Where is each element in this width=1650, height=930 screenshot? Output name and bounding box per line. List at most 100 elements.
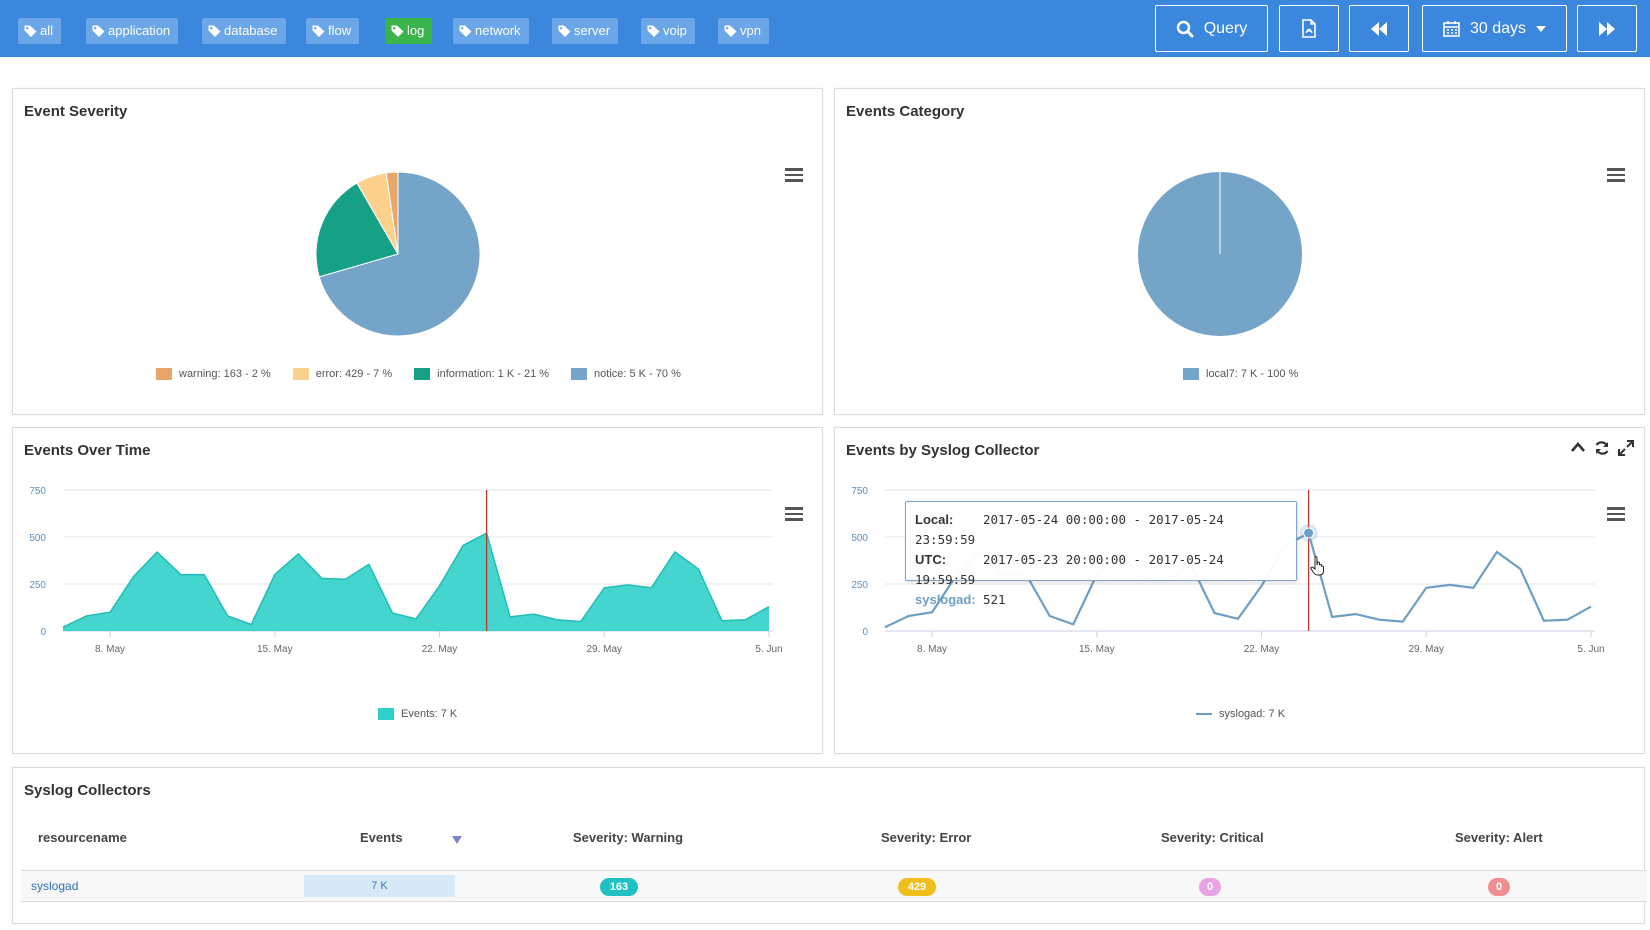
column-header-error[interactable]: Severity: Error: [881, 830, 972, 845]
search-icon: [1176, 20, 1194, 37]
table-row: syslogad 7 K 163 429 0 0: [21, 870, 1647, 902]
column-header-critical[interactable]: Severity: Critical: [1161, 830, 1264, 845]
tag-label: database: [224, 23, 278, 38]
tag-filter-database[interactable]: database: [202, 18, 286, 44]
legend-label: error: 429 - 7 %: [315, 368, 393, 380]
tag-filter-server[interactable]: server: [552, 18, 619, 44]
x-tick-label: 22. May: [422, 644, 458, 655]
panel-controls: [1570, 440, 1634, 456]
events-over-time-panel: Events Over Time 0 250 500 750 8. May 15. May…: [12, 427, 823, 754]
alert-count-badge: 0: [1488, 878, 1510, 896]
tooltip-local-label: Local:: [915, 512, 954, 527]
category-legend: local7: 7 K - 100 %: [1183, 368, 1298, 380]
refresh-icon[interactable]: [1594, 440, 1610, 456]
tag-label: server: [574, 23, 611, 38]
tag-icon: [208, 25, 221, 37]
legend-swatch: [1196, 713, 1212, 715]
collapse-icon[interactable]: [1570, 440, 1586, 454]
tooltip-series-label: syslogad:: [915, 592, 976, 607]
tag-label: flow: [328, 23, 352, 38]
export-pdf-button[interactable]: [1279, 5, 1339, 52]
legend-swatch: [414, 368, 431, 380]
column-header-alert[interactable]: Severity: Alert: [1455, 830, 1543, 845]
column-header-events[interactable]: Events: [360, 830, 403, 845]
legend-label: local7: 7 K - 100 %: [1206, 368, 1299, 380]
previous-period-button[interactable]: [1349, 5, 1409, 52]
x-tick-label: 15. May: [257, 644, 293, 655]
expand-icon[interactable]: [1618, 440, 1634, 456]
series-area-events[interactable]: [63, 533, 769, 631]
y-tick-label: 500: [851, 533, 868, 544]
tag-label: network: [475, 23, 521, 38]
x-tick-label: 8. May: [917, 644, 947, 655]
sort-desc-icon[interactable]: [452, 836, 462, 844]
event-severity-title: Event Severity: [24, 103, 128, 120]
highlighted-point[interactable]: [1303, 527, 1315, 539]
x-tick-label: 8. May: [95, 644, 125, 655]
legend-swatch: [571, 368, 588, 380]
query-button-label: Query: [1203, 19, 1248, 37]
y-tick-label: 250: [851, 580, 868, 591]
tag-label: voip: [663, 23, 687, 38]
query-button[interactable]: Query: [1155, 5, 1268, 52]
column-header-resourcename[interactable]: resourcename: [38, 830, 127, 845]
chart-menu-icon[interactable]: [785, 168, 803, 182]
syslog-collectors-panel: Syslog Collectors resourcename Events Se…: [12, 767, 1647, 924]
pie-slice-warning[interactable]: [385, 171, 399, 255]
legend-swatch: [292, 368, 309, 380]
x-tick-label: 29. May: [586, 644, 622, 655]
x-tick-label: 29. May: [1408, 644, 1444, 655]
tag-filter-application[interactable]: application: [86, 18, 179, 44]
resourcename-link[interactable]: syslogad: [31, 879, 79, 893]
tag-filter-all[interactable]: all: [18, 18, 62, 44]
legend-label: warning: 163 - 2 %: [179, 368, 271, 380]
category-pie-chart: [1138, 172, 1302, 336]
next-period-button[interactable]: [1577, 5, 1637, 52]
x-tick-label: 22. May: [1244, 644, 1280, 655]
legend-item[interactable]: notice: 5 K - 70 %: [571, 368, 681, 380]
tag-label: all: [40, 23, 54, 38]
tag-filter-flow[interactable]: flow: [306, 18, 360, 44]
chart-menu-icon[interactable]: [1607, 507, 1625, 521]
x-tick-label: 5. Jun: [1577, 644, 1604, 655]
y-tick-label: 0: [40, 627, 46, 638]
severity-pie-chart: [315, 171, 481, 337]
x-tick-label: 5. Jun: [755, 644, 782, 655]
hand-cursor-icon: [1310, 556, 1324, 576]
caret-down-icon: [1536, 25, 1547, 32]
legend-label: Events: 7 K: [401, 708, 458, 720]
events-by-collector-title: Events by Syslog Collector: [846, 442, 1040, 459]
pdf-icon: [1302, 19, 1316, 38]
tag-icon: [459, 25, 472, 37]
tag-filter-vpn[interactable]: vpn: [718, 18, 769, 44]
pie-slice-notice[interactable]: [318, 171, 481, 337]
tag-filter-log[interactable]: log: [385, 18, 433, 44]
legend-label: syslogad: 7 K: [1219, 708, 1286, 720]
tag-icon: [724, 25, 737, 37]
events-cell: 7 K: [304, 875, 455, 897]
tag-icon: [558, 25, 571, 37]
y-tick-label: 0: [862, 627, 868, 638]
critical-count-badge: 0: [1199, 878, 1221, 896]
column-header-warning[interactable]: Severity: Warning: [573, 830, 684, 845]
tag-label: log: [407, 23, 425, 38]
tag-filter-network[interactable]: network: [453, 18, 529, 44]
legend-item[interactable]: warning: 163 - 2 %: [156, 368, 271, 380]
legend-item[interactable]: Events: 7 K: [378, 708, 457, 720]
chart-menu-icon[interactable]: [1607, 168, 1625, 182]
tooltip-series-value: 521: [983, 592, 1006, 607]
time-range-select[interactable]: 30 days: [1422, 5, 1567, 52]
events-category-title: Events Category: [846, 103, 965, 120]
legend-item[interactable]: syslogad: 7 K: [1196, 708, 1285, 720]
legend-item[interactable]: information: 1 K - 21 %: [414, 368, 549, 380]
events-over-time-title: Events Over Time: [24, 442, 151, 459]
y-tick-label: 500: [29, 533, 46, 544]
warning-count-badge: 163: [600, 878, 638, 896]
tooltip-utc-label: UTC:: [915, 552, 947, 567]
chart-menu-icon[interactable]: [785, 507, 803, 521]
legend-item[interactable]: local7: 7 K - 100 %: [1183, 368, 1298, 380]
pie-slice-information[interactable]: [315, 182, 399, 278]
tag-filter-voip[interactable]: voip: [641, 18, 695, 44]
calendar-icon: [1443, 21, 1460, 37]
legend-item[interactable]: error: 429 - 7 %: [292, 368, 393, 380]
